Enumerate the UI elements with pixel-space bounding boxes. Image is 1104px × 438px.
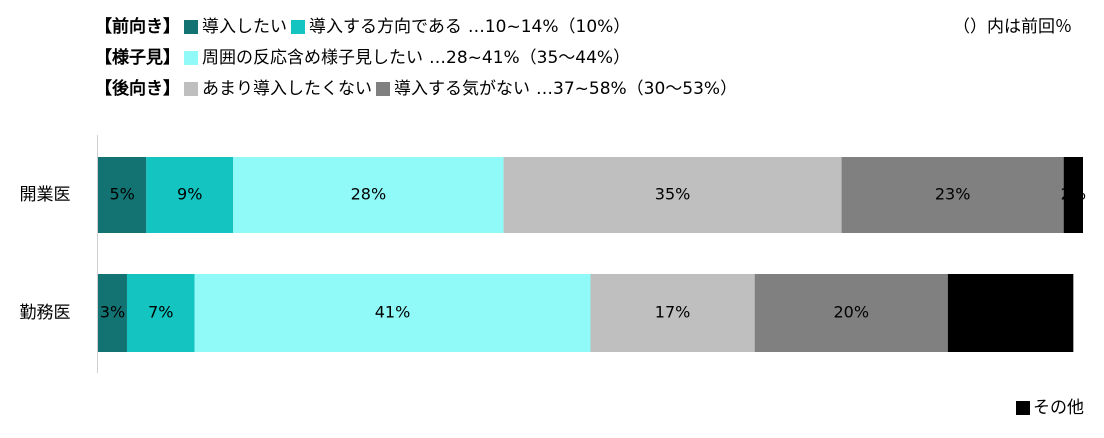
bar-segment [590,274,755,352]
value-label: 9% [177,185,202,204]
legend-group-label: 【様子見】 [95,47,180,68]
legend-label: あまり導入したくない [202,79,372,99]
bar-segment [1063,157,1083,233]
bar-segment [233,157,504,233]
value-label: 13% [993,303,1029,322]
legend-swatch [184,82,198,96]
legend-swatch [184,51,198,65]
legend-group-label: 【前向き】 [95,16,180,37]
value-label: 7% [148,303,173,322]
bar-segment [841,157,1064,233]
legend-swatch [184,20,198,34]
bar-segment [146,157,234,233]
bar-segment [194,274,591,352]
legend-group-label: 【後向き】 [95,78,180,99]
value-label: 2% [1061,185,1086,204]
legend-range: …37~58%（30〜53%） [536,79,737,99]
bar-segment [947,274,1074,352]
bar-segment [126,274,195,352]
legend-range: …10~14%（10%） [468,17,630,37]
legend-label: 周囲の反応含め様子見したい [202,48,423,68]
value-label: 23% [935,185,971,204]
bar-segment [503,157,842,233]
legend-label: その他 [1033,398,1084,418]
value-label: 17% [655,303,691,322]
value-label: 20% [833,303,869,322]
category-label: 勤務医 [20,303,71,323]
note: （）内は前回％ [953,17,1072,37]
legend-swatch [1016,401,1030,415]
value-label: 35% [655,185,691,204]
legend-label: 導入したい [202,17,287,37]
bar-segment [754,274,948,352]
legend-label: 導入する方向である [309,17,462,37]
category-label: 開業医 [20,185,71,205]
value-label: 3% [100,303,125,322]
legend-swatch [376,82,390,96]
value-label: 41% [375,303,411,322]
bar-segment [98,274,127,352]
legend-range: …28~41%（35〜44%） [429,48,630,68]
value-label: 5% [109,185,134,204]
value-label: 28% [351,185,387,204]
legend-label: 導入する気がない [394,79,530,99]
bar-segment [98,157,147,233]
legend-swatch [291,20,305,34]
